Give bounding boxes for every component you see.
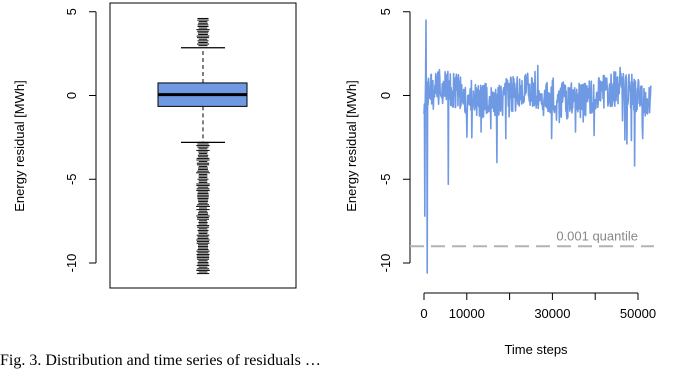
timeseries-y-axis-label: Energy residual [MWh] [344, 80, 359, 212]
quantile-reference: 0.001 quantile [410, 228, 654, 248]
boxplot-panel: Energy residual [MWh] 5 0 -5 -10 [12, 2, 297, 289]
timeseries-x-tick-label: 50000 [620, 306, 656, 321]
boxplot-frame [109, 2, 297, 289]
timeseries-panel: Energy residual [MWh] Time steps 5 0 -5 -10… [344, 8, 656, 357]
timeseries-y-tick-label: -5 [378, 173, 393, 185]
boxplot-y-axis-label: Energy residual [MWh] [12, 80, 27, 212]
timeseries-y-tick-label: -10 [378, 254, 393, 273]
quantile-label: 0.001 quantile [556, 228, 638, 243]
timeseries-x-tick-label: 10000 [449, 306, 485, 321]
timeseries-x-axis: 0 10000 30000 50000 [420, 292, 656, 321]
timeseries-y-axis: 5 0 -5 -10 [378, 8, 411, 273]
boxplot-body [157, 17, 248, 275]
figure-caption: Fig. 3. Distribution and time series of … [0, 352, 321, 369]
timeseries-x-axis-label: Time steps [504, 342, 568, 357]
boxplot-y-tick-label: 0 [64, 92, 79, 99]
boxplot-y-axis: 5 0 -5 -10 [64, 8, 97, 273]
boxplot-y-tick-label: -10 [64, 254, 79, 273]
timeseries-y-tick-label: 5 [378, 8, 393, 15]
residual-series-line [423, 19, 652, 274]
timeseries-x-tick-label: 30000 [534, 306, 570, 321]
timeseries-x-tick-label: 0 [420, 306, 427, 321]
boxplot-y-tick-label: -5 [64, 173, 79, 185]
timeseries-y-tick-label: 0 [378, 92, 393, 99]
boxplot-y-tick-label: 5 [64, 8, 79, 15]
